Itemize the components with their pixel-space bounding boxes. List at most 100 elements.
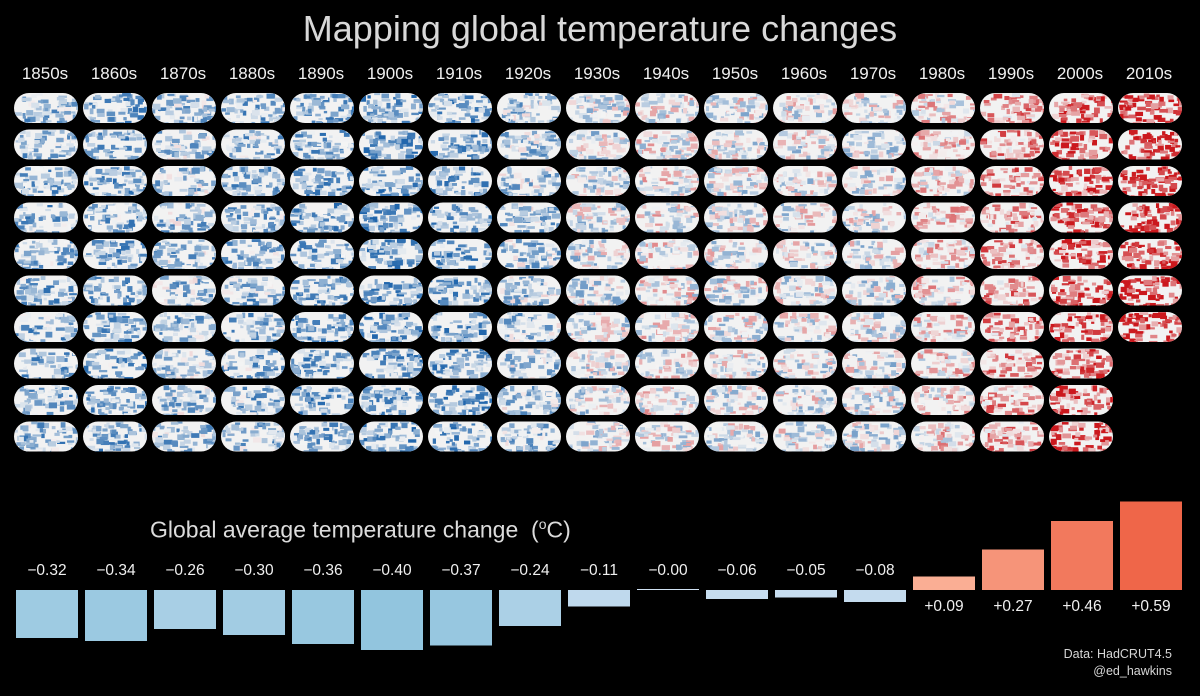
decade-map (980, 421, 1044, 452)
decade-map (1049, 202, 1113, 233)
temperature-bar (430, 590, 492, 646)
decade-map (1118, 275, 1182, 306)
decade-map (359, 348, 423, 379)
decade-map (152, 129, 216, 160)
decade-map (359, 239, 423, 269)
temperature-bar (637, 589, 699, 590)
temperature-bar (154, 590, 216, 629)
decade-map (911, 421, 975, 452)
decade-map (704, 275, 768, 306)
decade-map (497, 93, 561, 123)
decade-label: 1880s (228, 64, 276, 83)
bar-value-label: −0.40 (372, 562, 412, 579)
decade-map (842, 166, 906, 196)
decade-map (14, 129, 78, 160)
decade-map (566, 93, 630, 123)
decade-map (911, 166, 975, 196)
decade-map (221, 239, 285, 269)
decade-map (497, 348, 561, 379)
decade-map (842, 385, 906, 415)
decade-map (704, 348, 768, 379)
decade-map (14, 202, 78, 233)
decade-map (497, 166, 561, 196)
decade-map (566, 312, 630, 342)
decade-map (1118, 166, 1182, 196)
bar-value-label: −0.11 (579, 562, 619, 579)
decade-map (980, 312, 1044, 342)
decade-label: 1950s (711, 64, 759, 83)
decade-map (14, 166, 78, 196)
decade-map (704, 385, 768, 415)
decade-map (83, 312, 147, 342)
decade-map (152, 202, 216, 233)
decade-map (290, 385, 354, 415)
unit-close: C) (546, 516, 571, 543)
bar-value-label: −0.36 (303, 562, 343, 579)
temperature-bar (16, 590, 78, 638)
decade-map (359, 202, 423, 233)
decade-map (566, 129, 630, 160)
decade-label: 1970s (849, 64, 897, 83)
decade-map (221, 312, 285, 342)
bar-value-label: +0.59 (1131, 598, 1171, 615)
decade-map (842, 312, 906, 342)
decade-map (221, 275, 285, 306)
decade-map (221, 166, 285, 196)
decade-label: 1920s (504, 64, 552, 83)
bar-value-label: −0.26 (165, 562, 205, 579)
decade-map (911, 348, 975, 379)
decade-map (842, 239, 906, 269)
decade-map (359, 312, 423, 342)
decade-label: 1990s (987, 64, 1035, 83)
decade-map (1049, 421, 1113, 452)
temperature-bar (85, 590, 147, 641)
decade-map (428, 275, 492, 306)
temperature-bar (913, 576, 975, 590)
decade-map (1049, 275, 1113, 306)
decade-map (290, 312, 354, 342)
decade-map (497, 129, 561, 160)
decade-map (152, 166, 216, 196)
decade-label: 1870s (159, 64, 207, 83)
decade-map (1118, 202, 1182, 233)
decade-map (635, 312, 699, 342)
bar-value-label: −0.08 (855, 562, 895, 579)
decade-map (83, 385, 147, 415)
decade-label: 1940s (642, 64, 690, 83)
bar-chart (16, 501, 1182, 650)
decade-map (290, 421, 354, 452)
bar-value-label: +0.09 (924, 598, 964, 615)
decade-map (290, 275, 354, 306)
decade-map (1049, 348, 1113, 379)
bar-value-label: −0.00 (648, 562, 688, 579)
decade-label: 1890s (297, 64, 345, 83)
decade-map (428, 385, 492, 415)
decade-map (773, 312, 837, 342)
decade-map (911, 312, 975, 342)
decade-map (428, 166, 492, 196)
decade-map (704, 421, 768, 452)
decade-map (152, 385, 216, 415)
decade-map (428, 421, 492, 452)
decade-map (773, 129, 837, 160)
decade-map (704, 312, 768, 342)
bar-chart-title-text: Global average temperature change (150, 516, 519, 543)
decade-map (290, 348, 354, 379)
decade-map (980, 202, 1044, 233)
temperature-bar (361, 590, 423, 650)
temperature-bar (982, 549, 1044, 590)
decade-map (428, 348, 492, 379)
decade-map (842, 348, 906, 379)
decade-map (635, 385, 699, 415)
decade-map (773, 202, 837, 233)
decade-map (359, 275, 423, 306)
decade-map (497, 312, 561, 342)
decade-map (497, 239, 561, 269)
decade-map (635, 275, 699, 306)
decade-map (635, 421, 699, 452)
decade-map (14, 239, 78, 269)
decade-map (290, 93, 354, 123)
map-grid (14, 93, 1182, 452)
bar-value-label: +0.27 (993, 598, 1033, 615)
bar-chart-title: Global average temperature change (oC) (150, 516, 571, 544)
